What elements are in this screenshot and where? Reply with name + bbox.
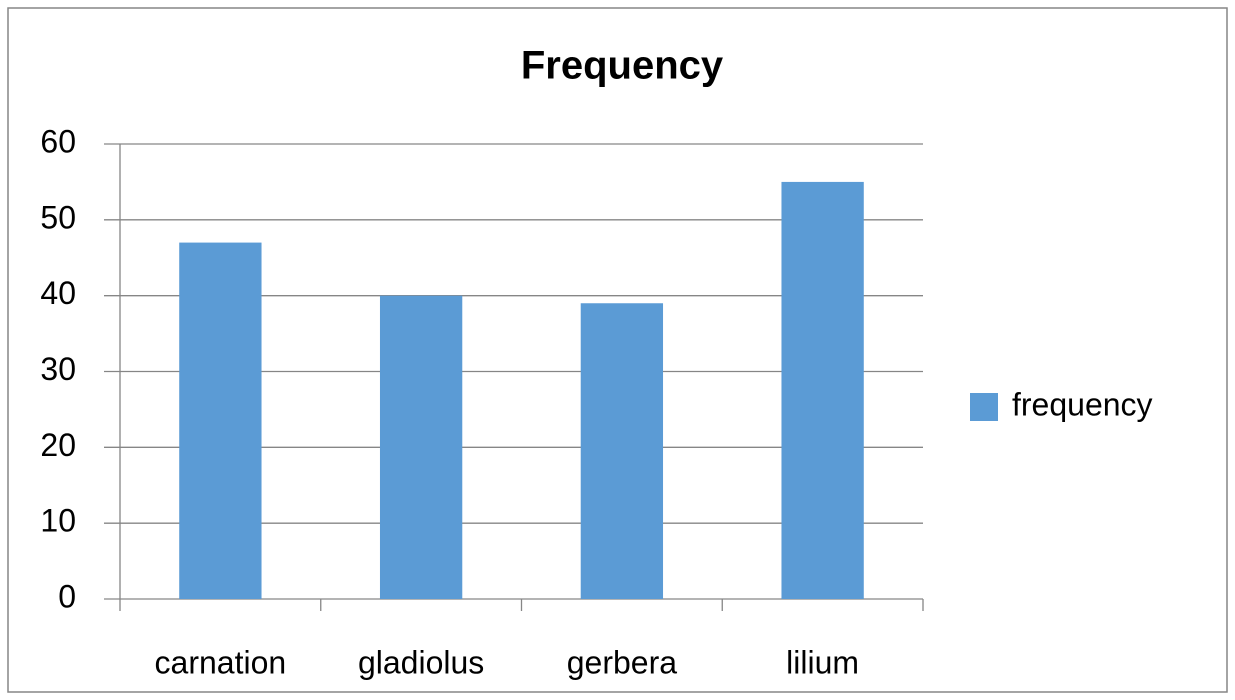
x-tick-label: lilium: [786, 644, 859, 680]
legend-swatch: [970, 393, 998, 421]
y-tick-label: 0: [58, 578, 76, 614]
legend-label: frequency: [1012, 386, 1153, 422]
x-tick-label: gladiolus: [358, 644, 484, 680]
x-tick-label: gerbera: [567, 644, 678, 680]
y-tick-label: 40: [40, 275, 76, 311]
bar: [580, 303, 664, 599]
y-tick-label: 30: [40, 351, 76, 387]
chart-title: Frequency: [521, 44, 724, 88]
bar: [781, 181, 864, 599]
y-tick-label: 60: [40, 123, 76, 159]
y-tick-label: 50: [40, 199, 76, 235]
bar: [379, 295, 463, 599]
bar: [179, 242, 262, 600]
x-tick-label: carnation: [155, 644, 287, 680]
y-tick-label: 10: [40, 503, 76, 539]
y-tick-label: 20: [40, 427, 76, 463]
